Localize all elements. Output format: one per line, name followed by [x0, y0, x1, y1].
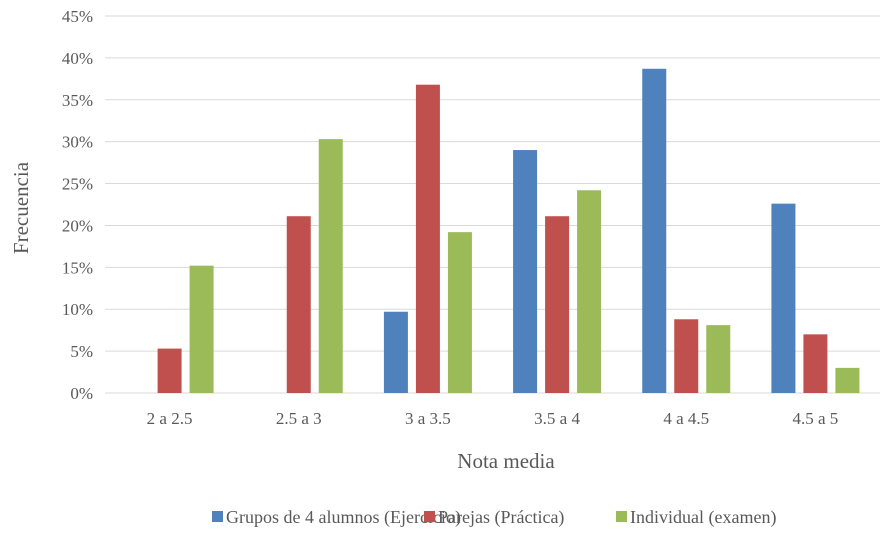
- legend-label: Individual (examen): [630, 507, 776, 528]
- x-tick-label: 3.5 a 4: [534, 409, 580, 428]
- legend-swatch: [212, 511, 223, 522]
- y-tick-label: 0%: [70, 384, 93, 403]
- y-tick-label: 5%: [70, 342, 93, 361]
- legend-swatch: [616, 511, 627, 522]
- bar-1: [642, 68, 667, 393]
- bar-3: [706, 325, 731, 393]
- gridlines: [105, 15, 880, 394]
- y-tick-label: 35%: [62, 91, 93, 110]
- y-tick-label: 20%: [62, 216, 93, 235]
- x-tick-label: 2.5 a 3: [276, 409, 322, 428]
- bar-2: [157, 348, 182, 393]
- y-tick-label: 15%: [62, 258, 93, 277]
- bar-2: [803, 334, 828, 393]
- x-tick-label: 3 a 3.5: [405, 409, 451, 428]
- x-tick-label: 2 a 2.5: [147, 409, 193, 428]
- bar-1: [771, 203, 796, 393]
- legend-swatch: [424, 511, 435, 522]
- y-tick-label: 40%: [62, 49, 93, 68]
- legend-label: Grupos de 4 alumnos (Ejercicio): [226, 507, 461, 528]
- bar-2: [674, 319, 699, 393]
- bar-3: [835, 367, 860, 393]
- bar-2: [286, 216, 311, 393]
- x-tick-label: 4 a 4.5: [663, 409, 709, 428]
- y-axis-title: Frecuencia: [9, 161, 33, 254]
- bar-2: [545, 216, 570, 393]
- bars: [157, 68, 860, 393]
- y-tick-labels: 0% 5% 10% 15% 20% 25% 30% 35% 40% 45%: [62, 7, 93, 403]
- y-tick-label: 45%: [62, 7, 93, 26]
- x-tick-labels: 2 a 2.5 2.5 a 3 3 a 3.5 3.5 a 4 4 a 4.5 4.5 a…: [147, 409, 839, 428]
- y-tick-label: 10%: [62, 300, 93, 319]
- y-tick-label: 25%: [62, 175, 93, 194]
- bar-2: [415, 84, 440, 393]
- x-tick-label: 4.5 a 5: [793, 409, 839, 428]
- bar-3: [577, 190, 602, 393]
- bar-1: [513, 150, 538, 393]
- bar-1: [383, 311, 408, 393]
- bar-3: [318, 139, 343, 393]
- y-tick-label: 30%: [62, 133, 93, 152]
- bar-3: [189, 265, 214, 393]
- legend-label: Parejas (Práctica): [438, 507, 564, 528]
- bar-3: [447, 232, 472, 393]
- x-axis-title: Nota media: [457, 449, 555, 473]
- legend: Grupos de 4 alumnos (Ejercicio)Parejas (…: [212, 507, 776, 528]
